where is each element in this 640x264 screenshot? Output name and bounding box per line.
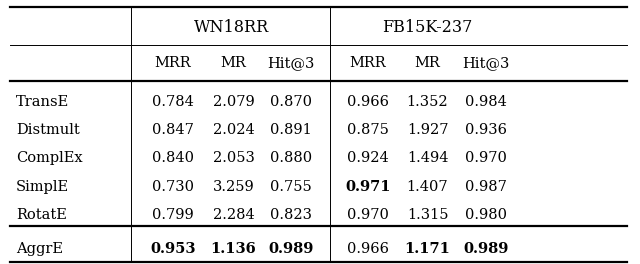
Text: Hit@3: Hit@3 bbox=[268, 56, 315, 70]
Text: 1.352: 1.352 bbox=[406, 95, 449, 109]
Text: 1.315: 1.315 bbox=[407, 208, 448, 222]
Text: 0.730: 0.730 bbox=[152, 180, 194, 194]
Text: MR: MR bbox=[221, 56, 246, 70]
Text: MRR: MRR bbox=[349, 56, 387, 70]
Text: 0.936: 0.936 bbox=[465, 123, 508, 137]
Text: 0.966: 0.966 bbox=[347, 242, 389, 256]
Text: MRR: MRR bbox=[154, 56, 191, 70]
Text: SimplE: SimplE bbox=[16, 180, 69, 194]
Text: 1.136: 1.136 bbox=[211, 242, 257, 256]
Text: AggrE: AggrE bbox=[16, 242, 63, 256]
Text: 0.966: 0.966 bbox=[347, 95, 389, 109]
Text: 0.989: 0.989 bbox=[269, 242, 314, 256]
Text: 0.984: 0.984 bbox=[465, 95, 508, 109]
Text: Hit@3: Hit@3 bbox=[463, 56, 510, 70]
Text: 0.891: 0.891 bbox=[270, 123, 312, 137]
Text: 0.823: 0.823 bbox=[270, 208, 312, 222]
Text: WN18RR: WN18RR bbox=[195, 19, 269, 36]
Text: 2.053: 2.053 bbox=[212, 151, 255, 166]
Text: RotatE: RotatE bbox=[16, 208, 67, 222]
Text: 0.880: 0.880 bbox=[270, 151, 312, 166]
Text: 0.840: 0.840 bbox=[152, 151, 194, 166]
Text: 0.799: 0.799 bbox=[152, 208, 194, 222]
Text: 0.987: 0.987 bbox=[465, 180, 508, 194]
Text: 1.407: 1.407 bbox=[406, 180, 449, 194]
Text: 0.847: 0.847 bbox=[152, 123, 194, 137]
Text: 0.870: 0.870 bbox=[270, 95, 312, 109]
Text: 0.971: 0.971 bbox=[345, 180, 391, 194]
Text: 0.875: 0.875 bbox=[347, 123, 389, 137]
Text: 0.980: 0.980 bbox=[465, 208, 508, 222]
Text: 0.784: 0.784 bbox=[152, 95, 194, 109]
Text: Distmult: Distmult bbox=[16, 123, 80, 137]
Text: 0.924: 0.924 bbox=[347, 151, 389, 166]
Text: 0.953: 0.953 bbox=[150, 242, 196, 256]
Text: 0.970: 0.970 bbox=[347, 208, 389, 222]
Text: 1.171: 1.171 bbox=[404, 242, 451, 256]
Text: TransE: TransE bbox=[16, 95, 69, 109]
Text: 3.259: 3.259 bbox=[212, 180, 255, 194]
Text: FB15K-237: FB15K-237 bbox=[382, 19, 472, 36]
Text: 1.927: 1.927 bbox=[407, 123, 448, 137]
Text: 2.079: 2.079 bbox=[212, 95, 255, 109]
Text: ComplEx: ComplEx bbox=[16, 151, 83, 166]
Text: MR: MR bbox=[415, 56, 440, 70]
Text: 0.755: 0.755 bbox=[270, 180, 312, 194]
Text: 2.284: 2.284 bbox=[212, 208, 255, 222]
Text: 1.494: 1.494 bbox=[407, 151, 448, 166]
Text: 2.024: 2.024 bbox=[212, 123, 255, 137]
Text: 0.989: 0.989 bbox=[464, 242, 509, 256]
Text: 0.970: 0.970 bbox=[465, 151, 508, 166]
